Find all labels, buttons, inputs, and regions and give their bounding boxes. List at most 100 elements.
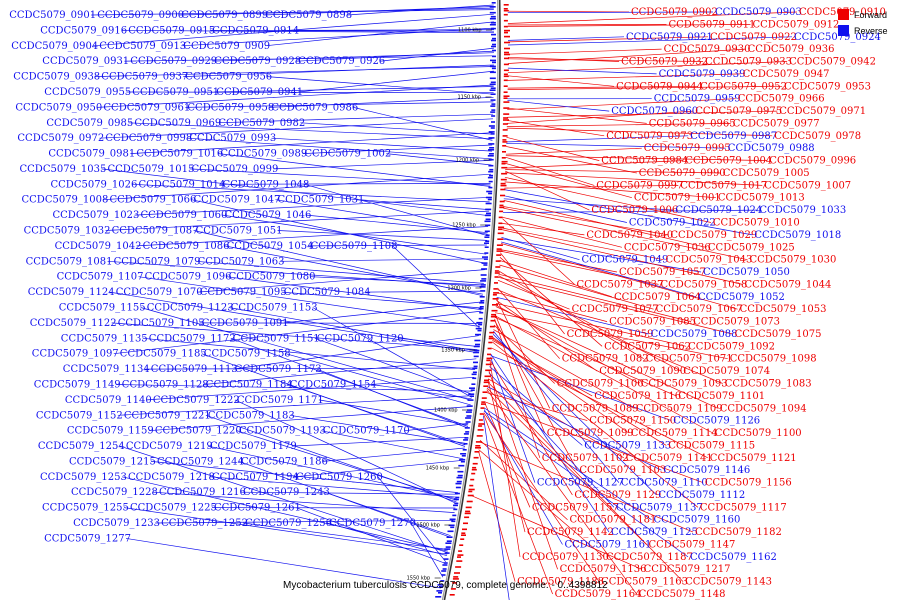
scale-tick-label: 1150 kbp	[458, 95, 482, 101]
reverse-gene-feature	[491, 67, 496, 70]
reverse-leader-line	[150, 461, 458, 493]
reverse-leader-line	[320, 430, 464, 460]
forward-leader-line	[505, 163, 632, 199]
forward-leader-line	[496, 303, 687, 347]
reverse-leader-line	[207, 445, 457, 500]
forward-gene-feature	[488, 335, 493, 338]
forward-leader-line	[507, 11, 714, 14]
reverse-leader-line	[386, 153, 492, 166]
forward-gene-feature	[450, 588, 456, 590]
forward-gene-label: CCDC5079_1036	[624, 242, 711, 253]
reverse-gene-feature	[458, 464, 465, 467]
reverse-gene-feature	[484, 242, 489, 244]
reverse-gene-label: CCDC5079_0969	[134, 118, 221, 129]
reverse-leader-line	[103, 173, 492, 201]
forward-gene-feature	[475, 447, 481, 449]
reverse-gene-label: CCDC5079_1183	[208, 410, 295, 421]
reverse-gene-label: CCDC5079_0899	[181, 10, 268, 21]
forward-gene-label: CCDC5079_1148	[639, 589, 726, 600]
reverse-gene-feature	[479, 306, 484, 308]
forward-gene-feature	[501, 157, 506, 159]
reverse-leader-line	[189, 168, 491, 186]
reverse-gene-label: CCDC5079_1220	[155, 426, 242, 437]
reverse-leader-line	[265, 21, 494, 47]
forward-gene-label: CCDC5079_0922	[710, 32, 797, 43]
reverse-gene-label: CCDC5079_1155	[59, 303, 146, 314]
reverse-gene-feature	[474, 339, 481, 342]
reverse-leader-line	[122, 30, 495, 34]
forward-gene-feature	[503, 13, 508, 16]
reverse-gene-feature	[488, 170, 494, 173]
reverse-gene-feature	[490, 21, 496, 24]
forward-gene-feature	[452, 582, 458, 584]
reverse-gene-feature	[488, 158, 494, 161]
reverse-gene-feature	[485, 224, 491, 227]
forward-leader-line	[495, 312, 728, 360]
forward-gene-feature	[503, 113, 510, 115]
forward-gene-label: CCDC5079_0987	[690, 131, 777, 142]
reverse-gene-feature	[459, 458, 466, 461]
reverse-gene-label: CCDC5079_1122	[30, 318, 117, 329]
reverse-gene-label: CCDC5079_1184	[206, 380, 293, 391]
forward-leader-line	[506, 146, 637, 174]
forward-gene-feature	[461, 532, 466, 534]
reverse-leader-line	[191, 199, 486, 264]
reverse-gene-label: CCDC5079_1149	[34, 380, 121, 391]
reverse-leader-line	[312, 307, 472, 398]
forward-gene-feature	[504, 47, 510, 50]
gene-labels: CCDC5079_0901 CCDC5079_0900CCDC5079_0899C…	[9, 7, 886, 600]
forward-leader-line	[507, 10, 630, 13]
forward-leader-line	[483, 415, 510, 600]
forward-leader-line	[507, 107, 647, 124]
reverse-gene-label: CCDC5079_1047	[194, 195, 281, 206]
forward-leader-line	[483, 412, 600, 582]
legend-forward-swatch	[838, 9, 849, 20]
reverse-leader-line	[99, 118, 494, 139]
reverse-gene-label: CCDC5079_0951	[132, 87, 219, 98]
forward-gene-feature	[502, 123, 508, 125]
reverse-gene-feature	[480, 284, 486, 286]
reverse-gene-label: CCDC5079_1066	[110, 195, 197, 206]
reverse-gene-label: CCDC5079_0900	[97, 10, 184, 21]
reverse-gene-feature	[487, 198, 492, 201]
reverse-leader-line	[324, 491, 451, 537]
forward-leader-line	[494, 316, 677, 397]
forward-gene-label: CCDC5079_1094	[720, 403, 807, 414]
forward-gene-feature	[504, 35, 510, 38]
forward-gene-feature	[497, 238, 504, 240]
reverse-gene-label: CCDC5079_1218	[128, 472, 215, 483]
reverse-leader-line	[310, 276, 484, 286]
forward-gene-label: CCDC5079_1004	[685, 156, 772, 167]
forward-leader-line	[500, 243, 738, 310]
reverse-gene-feature	[485, 196, 492, 199]
reverse-gene-feature	[482, 256, 488, 258]
forward-gene-feature	[501, 166, 508, 169]
reverse-gene-label: CCDC5079_1186	[241, 456, 328, 467]
reverse-gene-feature	[490, 59, 496, 62]
forward-gene-feature	[491, 309, 498, 312]
reverse-gene-feature	[490, 93, 496, 95]
forward-leader-line	[483, 414, 553, 595]
reverse-gene-label: CCDC5079_1253	[40, 472, 127, 483]
reverse-gene-label: CCDC5079_1016	[136, 149, 223, 160]
reverse-leader-line	[267, 76, 494, 95]
forward-gene-feature	[503, 75, 509, 78]
reverse-leader-line	[130, 132, 493, 154]
reverse-leader-line	[216, 113, 494, 124]
forward-gene-feature	[464, 512, 471, 515]
reverse-gene-feature	[465, 411, 472, 413]
forward-gene-label: CCDC5079_0995	[644, 143, 731, 154]
reverse-gene-label: CCDC5079_1084	[284, 287, 371, 298]
forward-gene-label: CCDC5079_0921	[626, 32, 713, 43]
reverse-gene-feature	[468, 393, 475, 395]
forward-leader-line	[502, 216, 622, 248]
reverse-gene-label: CCDC5079_1124	[28, 287, 115, 298]
forward-gene-label: CCDC5079_1157	[532, 502, 619, 513]
forward-gene-label: CCDC5079_1093	[641, 379, 728, 390]
forward-gene-feature	[463, 522, 468, 525]
reverse-gene-feature	[483, 264, 488, 266]
forward-gene-label: CCDC5079_1057	[619, 267, 706, 278]
reverse-leader-line	[273, 160, 492, 170]
reverse-gene-label: CCDC5079_1193	[239, 426, 326, 437]
reverse-leader-line	[123, 507, 448, 555]
